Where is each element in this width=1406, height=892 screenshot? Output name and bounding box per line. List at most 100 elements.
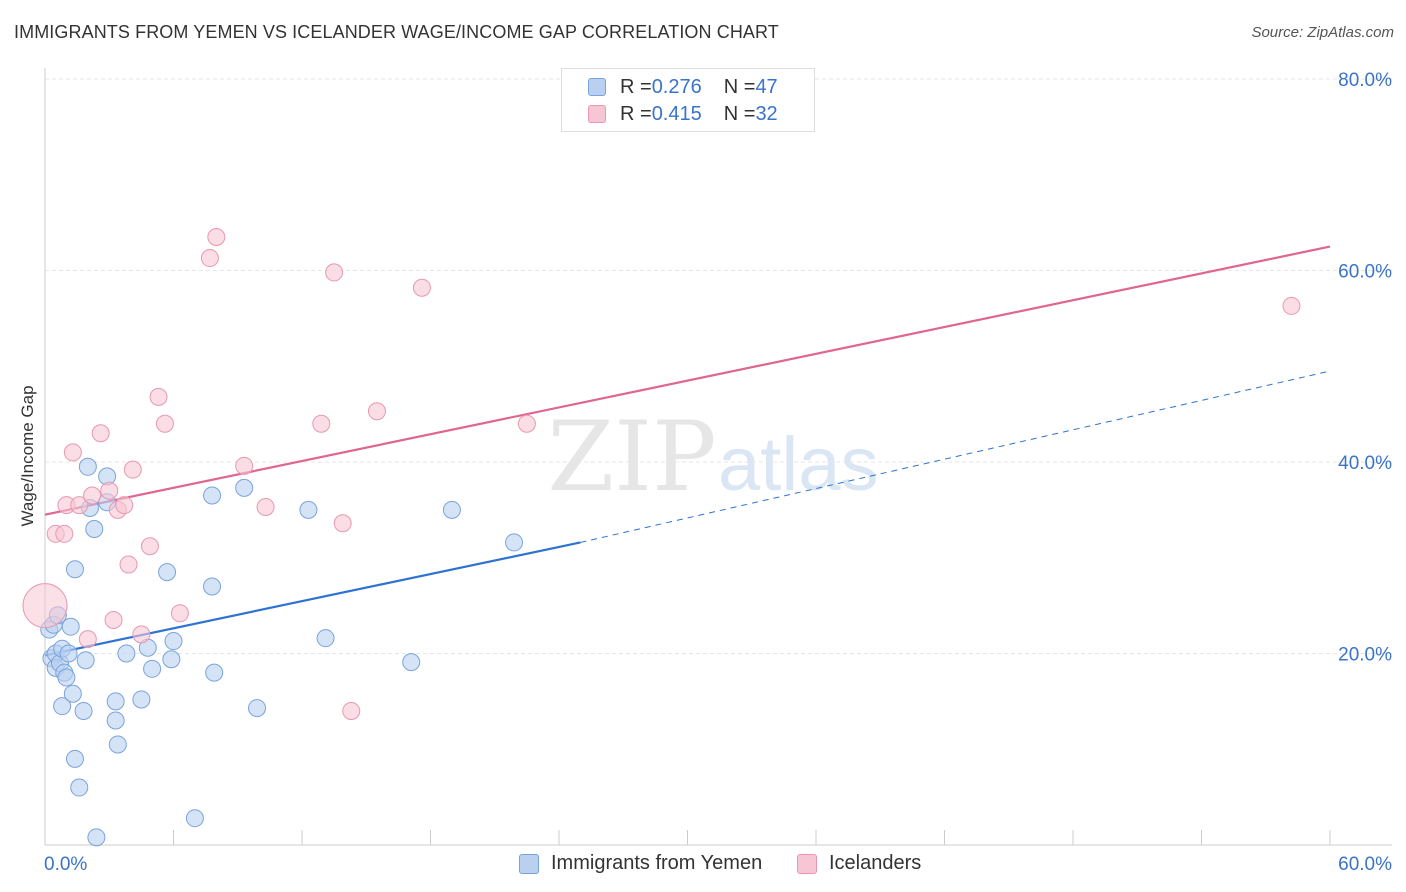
point-icelanders: [63, 443, 82, 462]
source-credit: Source: ZipAtlas.com: [1251, 24, 1394, 41]
watermark-atlas: atlas: [718, 422, 879, 507]
point-icelanders: [1282, 296, 1301, 315]
point-icelanders: [149, 387, 168, 406]
trend-line-icelanders: [44, 245, 1331, 516]
legend-swatch-pink: [588, 105, 606, 123]
point-icelanders: [342, 701, 361, 720]
point-icelanders: [170, 604, 189, 623]
point-yemen: [203, 486, 222, 505]
y-tick-label: 80.0%: [1338, 70, 1392, 91]
point-yemen: [85, 520, 104, 539]
watermark-zip: ZIP: [547, 401, 716, 513]
x-tick-label: 0.0%: [44, 854, 87, 875]
legend-row-yemen: R = 0.276 N = 47: [588, 74, 778, 100]
point-icelanders: [200, 249, 219, 268]
point-yemen: [248, 699, 267, 718]
y-tick-label: 60.0%: [1338, 262, 1392, 283]
point-yemen: [57, 668, 76, 687]
correlation-legend: R = 0.276 N = 47 R = 0.415 N = 32: [561, 68, 815, 132]
point-icelanders: [55, 524, 74, 543]
legend-n-value: 47: [755, 75, 778, 98]
point-yemen: [402, 653, 421, 672]
point-yemen: [299, 500, 318, 519]
series-label-icelanders: Icelanders: [829, 852, 922, 874]
point-icelanders: [70, 496, 89, 515]
point-icelanders: [207, 227, 226, 246]
point-yemen: [106, 711, 125, 730]
point-icelanders: [91, 424, 110, 443]
point-yemen: [442, 500, 461, 519]
tick-labels: 20.0% 40.0% 60.0% 80.0% 0.0% 60.0%: [44, 70, 1392, 875]
point-yemen: [203, 577, 222, 596]
point-icelanders: [115, 496, 134, 515]
series-legend-yemen: Immigrants from Yemen: [519, 852, 762, 875]
legend-n-label: N =: [723, 75, 756, 98]
point-yemen: [63, 684, 82, 703]
watermark: ZIP atlas: [547, 401, 878, 513]
point-yemen: [76, 651, 95, 670]
point-icelanders: [132, 625, 151, 644]
y-tick-label: 40.0%: [1338, 453, 1392, 474]
point-yemen: [164, 632, 183, 651]
series-legend: Immigrants from Yemen Icelanders: [0, 852, 1406, 878]
point-icelanders: [123, 460, 142, 479]
point-yemen: [316, 629, 335, 648]
point-yemen: [78, 457, 97, 476]
series-swatch-pink: [797, 853, 817, 874]
point-yemen: [65, 560, 84, 579]
legend-row-icelanders: R = 0.415 N = 32: [588, 101, 778, 127]
point-yemen: [53, 697, 72, 716]
legend-r-label: R =: [620, 102, 652, 125]
point-yemen: [505, 533, 524, 552]
point-yemen: [205, 663, 224, 682]
data-points: [22, 227, 1301, 847]
point-icelanders: [235, 456, 254, 475]
point-icelanders: [78, 630, 97, 649]
point-icelanders: [325, 263, 344, 282]
point-yemen: [108, 735, 127, 754]
point-icelanders: [517, 414, 536, 433]
point-icelanders: [100, 481, 119, 500]
point-icelanders: [119, 555, 138, 574]
point-yemen: [158, 563, 177, 582]
point-icelanders: [155, 414, 174, 433]
point-icelanders: [333, 514, 352, 533]
point-yemen: [117, 644, 136, 663]
point-icelanders: [83, 486, 102, 505]
point-yemen: [106, 692, 125, 711]
point-yemen: [70, 778, 89, 797]
axes: [44, 68, 1392, 846]
point-yemen: [235, 478, 254, 497]
point-yemen: [143, 659, 162, 678]
legend-swatch-blue: [588, 78, 606, 96]
trend-line-yemen-extension: [580, 370, 1331, 543]
point-yemen: [87, 828, 106, 847]
series-label-yemen: Immigrants from Yemen: [551, 852, 763, 874]
legend-n-value: 32: [755, 102, 778, 125]
grid-lines: [45, 78, 1392, 654]
x-tick-label: 60.0%: [1338, 854, 1392, 875]
point-icelanders: [104, 610, 123, 629]
point-yemen: [61, 617, 80, 636]
series-legend-icelanders: Icelanders: [797, 852, 921, 875]
point-yemen: [185, 809, 204, 828]
y-axis-label: Wage/Income Gap: [18, 385, 37, 526]
legend-n-label: N =: [723, 102, 756, 125]
point-yemen: [132, 690, 151, 709]
chart-title: IMMIGRANTS FROM YEMEN VS ICELANDER WAGE/…: [14, 22, 779, 42]
point-icelanders: [312, 414, 331, 433]
point-icelanders: [256, 498, 275, 517]
point-yemen: [74, 701, 93, 720]
point-yemen: [59, 644, 78, 663]
point-icelanders: [22, 583, 68, 629]
legend-r-label: R =: [620, 75, 652, 98]
series-swatch-blue: [519, 853, 539, 874]
point-icelanders: [140, 537, 159, 556]
point-icelanders: [412, 278, 431, 297]
point-yemen: [65, 749, 84, 768]
y-tick-label: 20.0%: [1338, 645, 1392, 666]
point-yemen: [162, 650, 181, 669]
legend-r-value: 0.415: [651, 102, 702, 125]
point-icelanders: [367, 402, 386, 421]
